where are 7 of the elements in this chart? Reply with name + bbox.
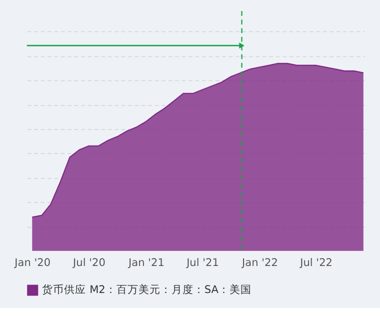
x-tick-label: Jan '21 bbox=[128, 256, 164, 269]
x-tick-label: Jul '20 bbox=[72, 256, 106, 269]
x-tick-label: Jan '20 bbox=[14, 256, 51, 269]
x-tick-label: Jul '22 bbox=[299, 256, 332, 269]
x-tick-label: Jan '22 bbox=[241, 256, 278, 269]
x-tick-label: Jul '21 bbox=[186, 256, 219, 269]
legend-label: 货币供应 M2：百万美元：月度：SA：美国 bbox=[42, 283, 252, 296]
